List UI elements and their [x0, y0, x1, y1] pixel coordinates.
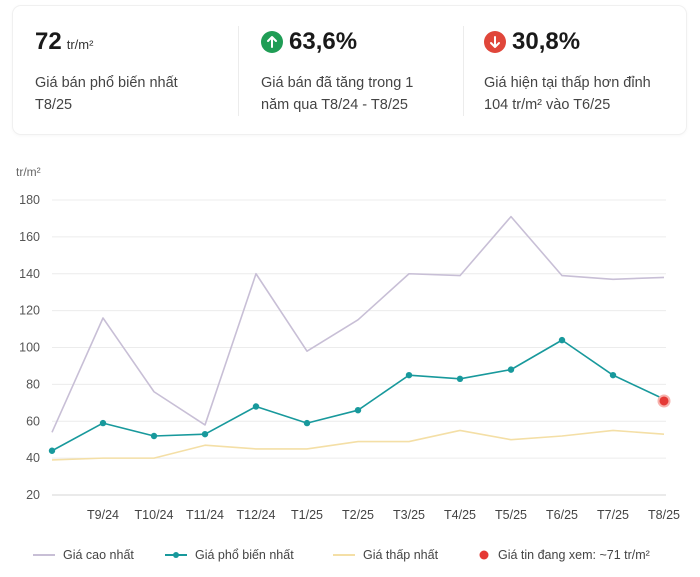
data-point: [99, 419, 107, 427]
legend-item-min: Giá thấp nhất: [333, 548, 438, 562]
legend-label: Giá phổ biến nhất: [195, 548, 294, 562]
x-axis-ticks: T9/24 T10/24 T11/24 T12/24 T1/25 T2/25 T3/25 T4…: [87, 508, 680, 522]
data-point: [48, 447, 56, 454]
data-point: [150, 432, 158, 440]
y-tick-label: 180: [19, 193, 40, 207]
x-tick-label: T1/25: [291, 508, 323, 522]
legend-line-icon: [33, 554, 55, 556]
x-tick-label: T11/24: [186, 508, 224, 522]
y-axis-ticks: 20 40 60 80 100 120 140 160 180: [19, 193, 40, 502]
y-tick-label: 60: [26, 414, 40, 428]
price-line-chart: tr/m² 20 40 60 80 100 120 140 160 180 T9/24 T10/2…: [16, 165, 680, 522]
y-tick-label: 40: [26, 451, 40, 465]
x-tick-label: T12/24: [237, 508, 276, 522]
x-tick-label: T6/25: [546, 508, 578, 522]
gap-label: Giá hiện tại thấp hơn đỉnh: [484, 75, 651, 91]
stat-divider: [463, 26, 464, 116]
stat-divider: [238, 26, 239, 116]
common-price-unit: tr/m²: [66, 36, 94, 52]
x-tick-label: T7/25: [597, 508, 629, 522]
stats-panel: 72 tr/m² Giá bán phổ biến nhất T8/25 63,…: [13, 6, 686, 134]
legend-item-common: Giá phổ biến nhất: [165, 548, 294, 562]
legend-item-current: Giá tin đang xem: ~71 tr/m²: [478, 548, 650, 562]
increase-value: 63,6%: [289, 28, 358, 55]
x-tick-label: T10/24: [135, 508, 174, 522]
data-point: [252, 403, 260, 410]
legend-item-max: Giá cao nhất: [33, 548, 134, 562]
x-tick-label: T2/25: [342, 508, 374, 522]
legend-line-dot-icon: [165, 552, 187, 558]
y-tick-label: 140: [19, 267, 40, 281]
data-point: [354, 406, 362, 414]
stat-increase: 63,6% Giá bán đã tăng trong 1 năm qua T8…: [261, 6, 461, 134]
legend-label: Giá cao nhất: [63, 548, 134, 562]
stat-gap: 30,8% Giá hiện tại thấp hơn đỉnh 104 tr/…: [484, 6, 684, 134]
common-price-value: 72: [35, 28, 62, 55]
gap-period: 104 tr/m² vào T6/25: [484, 97, 611, 113]
data-point: [507, 366, 515, 373]
y-tick-label: 20: [26, 488, 40, 502]
x-tick-label: T5/25: [495, 508, 527, 522]
common-price-period: T8/25: [35, 97, 73, 113]
increase-period: năm qua T8/24 - T8/25: [261, 97, 408, 113]
legend-label: Giá tin đang xem: ~71 tr/m²: [498, 548, 650, 562]
data-point: [456, 375, 464, 383]
common-price-label: Giá bán phổ biến nhất: [35, 75, 178, 91]
x-tick-label: T8/25: [648, 508, 680, 522]
gap-value: 30,8%: [512, 28, 581, 55]
series-line: [51, 429, 665, 461]
data-point: [303, 419, 311, 427]
red-dot-icon: [479, 550, 489, 560]
x-tick-label: T3/25: [393, 508, 425, 522]
y-tick-label: 80: [26, 377, 40, 391]
data-point: [558, 336, 566, 344]
arrow-up-icon: [261, 31, 283, 53]
series-group: [48, 215, 671, 461]
y-axis-unit: tr/m²: [16, 165, 41, 179]
current-listing-point: [657, 394, 671, 408]
x-tick-label: T4/25: [444, 508, 476, 522]
stat-common-price: 72 tr/m² Giá bán phổ biến nhất T8/25: [35, 6, 235, 134]
legend-line-icon: [333, 554, 355, 556]
legend-label: Giá thấp nhất: [363, 548, 439, 562]
series-line: [51, 215, 665, 433]
chart-legend: Giá cao nhất Giá phổ biến nhất Giá thấp …: [0, 548, 700, 568]
x-tick-label: T9/24: [87, 508, 119, 522]
arrow-down-icon: [484, 31, 506, 53]
y-tick-label: 120: [19, 304, 40, 318]
data-point: [201, 430, 209, 438]
increase-label: Giá bán đã tăng trong 1: [261, 75, 414, 91]
data-point: [609, 371, 617, 379]
y-tick-label: 100: [19, 341, 40, 355]
data-point: [405, 371, 413, 379]
y-tick-label: 160: [19, 230, 40, 244]
